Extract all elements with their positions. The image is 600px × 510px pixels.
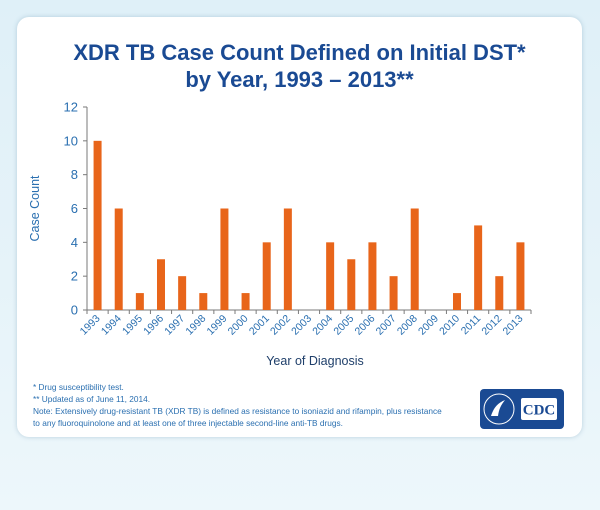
x-tick-label: 2004 xyxy=(310,313,335,338)
footnote-definition: Note: Extensively drug-resistant TB (XDR… xyxy=(33,406,442,416)
y-tick-label: 4 xyxy=(71,235,78,250)
cdc-badge xyxy=(521,398,557,420)
bar-1998 xyxy=(199,293,208,310)
x-tick-label: 2008 xyxy=(395,313,420,338)
x-tick-label: 1999 xyxy=(205,313,230,338)
bar-2008 xyxy=(410,208,419,310)
x-tick-label: 1996 xyxy=(141,313,166,338)
x-tick-label: 1995 xyxy=(120,313,145,338)
bar-1996 xyxy=(157,259,165,310)
x-tick-label: 2003 xyxy=(289,313,314,338)
hhs-seal-icon xyxy=(483,393,515,425)
y-tick-label: 10 xyxy=(64,133,78,148)
bar-2011 xyxy=(474,225,483,310)
bar-1999 xyxy=(220,208,229,310)
x-axis-title: Year of Diagnosis xyxy=(266,354,364,368)
x-tick-label: 2009 xyxy=(416,313,441,338)
y-tick-label: 6 xyxy=(71,201,78,216)
title-line-1: XDR TB Case Count Defined on Initial DST… xyxy=(73,40,526,65)
x-tick-label: 2012 xyxy=(479,313,504,338)
x-tick-label: 2013 xyxy=(501,313,526,338)
bar-2010 xyxy=(453,293,461,310)
bar-1997 xyxy=(178,276,187,310)
bar-2002 xyxy=(283,208,292,310)
bar-2013 xyxy=(516,242,525,310)
y-tick-label: 0 xyxy=(71,303,78,318)
bar-2005 xyxy=(347,259,356,310)
footnote-dst: * Drug susceptibility test. xyxy=(33,382,124,392)
y-tick-label: 2 xyxy=(71,269,78,284)
x-tick-label: 2011 xyxy=(459,313,484,338)
footnote-updated: ** Updated as of June 11, 2014. xyxy=(33,394,151,404)
y-axis-title: Case Count xyxy=(28,175,42,242)
bar-1994 xyxy=(114,208,123,310)
hhs-cdc-logo: CDC xyxy=(480,389,564,429)
x-tick-label: 2001 xyxy=(247,313,272,338)
bar-2001 xyxy=(262,242,271,310)
x-tick-label: 2006 xyxy=(353,313,378,338)
bar-2004 xyxy=(326,242,335,310)
x-tick-label: 1997 xyxy=(162,313,187,338)
bar-1995 xyxy=(135,293,144,310)
title-line-2: by Year, 1993 – 2013** xyxy=(185,67,414,92)
x-tick-label: 2007 xyxy=(374,313,399,338)
x-tick-label: 1993 xyxy=(78,313,103,338)
slide: XDR TB Case Count Defined on Initial DST… xyxy=(17,17,582,491)
footnotes: * Drug susceptibility test. ** Updated a… xyxy=(33,381,483,429)
x-tick-label: 2002 xyxy=(268,313,293,338)
bar-chart: 0246810121993199419951996199719981999200… xyxy=(28,100,532,368)
eagle-icon xyxy=(491,400,505,416)
x-tick-label: 2005 xyxy=(331,313,356,338)
bar-2000 xyxy=(241,293,250,310)
x-tick-label: 2010 xyxy=(437,313,462,338)
bar-2012 xyxy=(495,276,504,310)
chart-card: XDR TB Case Count Defined on Initial DST… xyxy=(17,17,582,437)
bar-1993 xyxy=(93,140,102,310)
footnote-definition-cont: to any fluoroquinolone and at least one … xyxy=(33,418,343,428)
x-tick-label: 1994 xyxy=(99,313,124,338)
cdc-logo-text: CDC xyxy=(523,403,556,419)
x-tick-label: 1998 xyxy=(183,313,208,338)
y-tick-label: 12 xyxy=(64,100,78,115)
bar-2006 xyxy=(368,242,377,310)
y-tick-label: 8 xyxy=(71,167,78,182)
bar-2007 xyxy=(389,276,398,310)
page-title: XDR TB Case Count Defined on Initial DST… xyxy=(17,39,582,93)
x-tick-label: 2000 xyxy=(226,313,251,338)
